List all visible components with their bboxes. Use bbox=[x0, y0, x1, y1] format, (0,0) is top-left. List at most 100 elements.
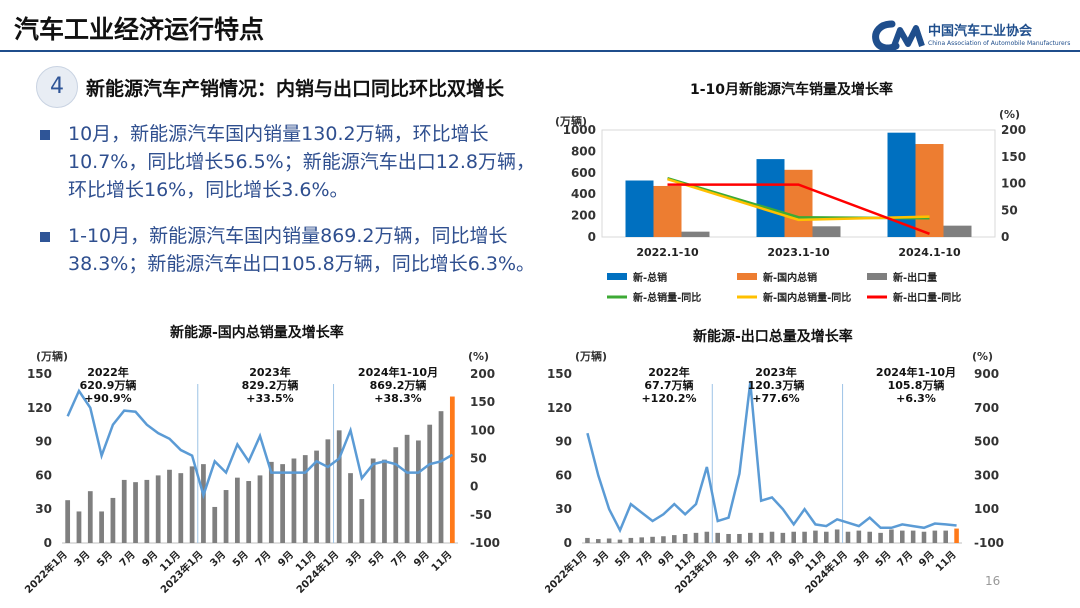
chart1-right-tick: 150 bbox=[1001, 150, 1026, 164]
chart3-bar bbox=[954, 528, 959, 543]
chart3-x-label: 5月 bbox=[743, 549, 763, 569]
chart3-x-label: 11月 bbox=[933, 549, 958, 574]
chart2-bar bbox=[65, 500, 71, 543]
chart3-title: 新能源-出口总量及增长率 bbox=[693, 329, 853, 345]
chart2-bar bbox=[121, 479, 127, 543]
chart3-right-tick: 300 bbox=[974, 468, 999, 482]
chart2-bar bbox=[189, 466, 195, 543]
chart3-bar bbox=[715, 532, 720, 543]
chart1-right-tick: 100 bbox=[1001, 177, 1026, 191]
chart2-right-tick: 200 bbox=[470, 367, 495, 381]
chart2-x-label: 3月 bbox=[72, 549, 92, 569]
chart3-bar bbox=[813, 530, 818, 543]
chart3-bar bbox=[878, 532, 883, 543]
chart2-right-tick: 100 bbox=[470, 423, 495, 437]
chart2-svg: (万辆) (%) 0 30 60 90 120 150 -100 -50 0 50 100 150 200 2… bbox=[22, 349, 500, 596]
chart1-legend-label: 新-出口量 bbox=[893, 271, 937, 284]
chart1-bar bbox=[943, 225, 972, 237]
chart2-x-label: 3月 bbox=[343, 549, 363, 569]
chart2-bar bbox=[99, 511, 104, 543]
chart1-left-unit: (万辆) bbox=[555, 114, 587, 128]
chart1-x-label: 2023.1-10 bbox=[767, 246, 830, 259]
chart3-x-label: 5月 bbox=[873, 549, 893, 569]
chart3-bar bbox=[682, 533, 688, 543]
chart2-x-label: 5月 bbox=[366, 549, 386, 569]
chart3-left-tick: 120 bbox=[547, 401, 572, 415]
chart2-bar bbox=[178, 473, 184, 543]
chart1-left-tick: 0 bbox=[588, 230, 596, 244]
slide-title: 汽车工业经济运行特点 bbox=[14, 15, 265, 44]
chart2-bar bbox=[382, 459, 387, 543]
chart1-bar bbox=[756, 159, 785, 237]
chart1-x-label: 2022.1-10 bbox=[636, 246, 699, 259]
chart2-x-label: 5月 bbox=[95, 549, 115, 569]
chart1-bar bbox=[784, 169, 813, 237]
chart2-growth-line bbox=[66, 388, 453, 500]
chart1-left-tick: 800 bbox=[571, 144, 596, 158]
chart3-bar bbox=[791, 531, 796, 543]
chart3-annotation: +6.3% bbox=[896, 392, 936, 405]
chart2-left-tick: 90 bbox=[35, 435, 52, 449]
chart3-bar bbox=[932, 530, 938, 543]
chart1-legend-label: 新-总销 bbox=[633, 271, 667, 284]
chart3-bar bbox=[921, 531, 927, 543]
chart3-bar bbox=[672, 535, 677, 543]
chart2-annotation: 620.9万辆 bbox=[80, 378, 137, 392]
chart2-left-tick: 30 bbox=[35, 502, 52, 516]
chart3-bar bbox=[748, 532, 753, 543]
chart3-x-label: 7月 bbox=[764, 549, 784, 569]
chart3-bar bbox=[802, 531, 807, 543]
chart3-annotation: +77.6% bbox=[752, 392, 799, 405]
chart3-bar bbox=[780, 532, 786, 543]
chart2-bar bbox=[359, 499, 365, 543]
chart2-x-label: 3月 bbox=[208, 549, 228, 569]
chart3-left-unit: (万辆) bbox=[575, 349, 607, 363]
chart2-bar bbox=[76, 511, 82, 543]
logo-text-en: China Association of Automobile Manufact… bbox=[928, 40, 1071, 47]
chart2-bar bbox=[257, 475, 263, 543]
chart3-annotation: 2022年 bbox=[648, 365, 690, 379]
chart2-bar bbox=[325, 439, 331, 543]
chart2-x-label: 7月 bbox=[253, 549, 273, 569]
chart3-bar bbox=[737, 533, 742, 543]
chart3-x-label: 3月 bbox=[851, 549, 871, 569]
chart2-bar bbox=[155, 475, 161, 543]
chart1-left-tick: 200 bbox=[571, 209, 596, 223]
chart2-right-tick: 150 bbox=[470, 395, 495, 409]
chart2-right-unit: (%) bbox=[468, 350, 489, 363]
chart3-x-label: 7月 bbox=[895, 549, 915, 569]
chart3-bar bbox=[606, 538, 612, 543]
chart3-right-unit: (%) bbox=[972, 350, 993, 363]
chart2-bar bbox=[427, 424, 433, 543]
chart2-right-tick: -100 bbox=[470, 536, 500, 550]
chart3-bar bbox=[834, 529, 840, 543]
chart3-left-tick: 0 bbox=[564, 536, 572, 550]
chart3-right-tick: 900 bbox=[974, 367, 999, 381]
chart2-bar bbox=[268, 461, 274, 543]
chart2-annotation: +38.3% bbox=[374, 392, 421, 405]
chart1-legend-swatch bbox=[867, 273, 887, 280]
chart3-annotation: 2024年1-10月 bbox=[876, 365, 956, 379]
chart1-legend-label: 新-出口量-同比 bbox=[893, 291, 961, 304]
caam-logo: 中国汽车工业协会 China Association of Automobile… bbox=[870, 16, 1070, 58]
chart3-x-label: 5月 bbox=[612, 549, 632, 569]
chart2-bar bbox=[110, 497, 116, 543]
chart2-bar bbox=[246, 481, 252, 543]
chart2-bar bbox=[393, 447, 399, 543]
chart3-right-tick: -100 bbox=[974, 536, 1004, 550]
bullet-text-2: 1-10月，新能源汽车国内销量869.2万辆，同比增长38.3%；新能源汽车出口… bbox=[68, 225, 536, 275]
bullet-text-1: 10月，新能源汽车国内销量130.2万辆，环比增长10.7%，同比增长56.5%… bbox=[68, 123, 536, 201]
chart1-left-tick: 1000 bbox=[563, 123, 596, 137]
chart2-bar bbox=[212, 506, 218, 543]
chart1-line bbox=[667, 183, 930, 235]
chart3-annotation: 120.3万辆 bbox=[748, 378, 805, 392]
chart2-annotation: 2022年 bbox=[87, 365, 129, 379]
chart3-x-label: 2022年1月 bbox=[545, 548, 590, 596]
logo-text-cn: 中国汽车工业协会 bbox=[928, 24, 1033, 39]
chart3-left-tick: 30 bbox=[555, 502, 572, 516]
chart1-left-tick: 400 bbox=[571, 187, 596, 201]
chart2-bar bbox=[167, 469, 172, 543]
chart3-bar bbox=[617, 539, 623, 543]
chart3-bar bbox=[900, 530, 905, 543]
chart3-bar bbox=[639, 537, 644, 543]
